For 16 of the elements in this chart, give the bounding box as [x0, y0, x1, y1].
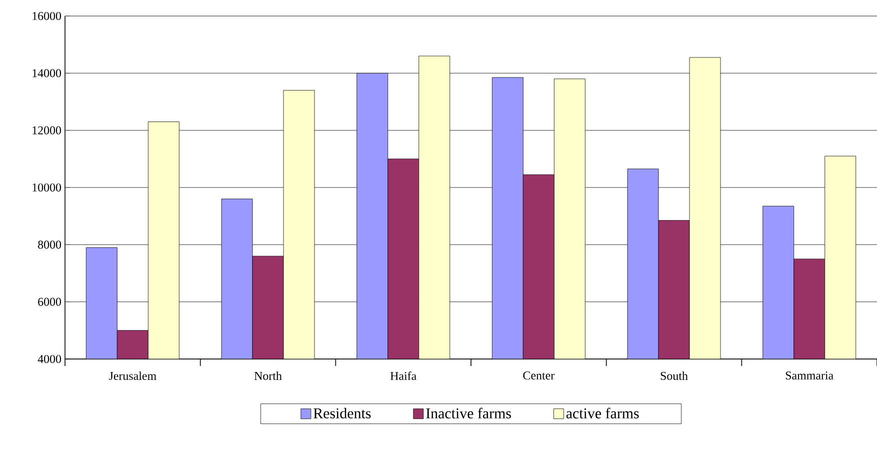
y-tick-label: 10000 — [32, 183, 62, 192]
x-tick-label: South — [660, 372, 688, 380]
x-tick-label: Haifa — [390, 372, 416, 380]
y-tick-label: 4000 — [38, 354, 62, 364]
y-tick-label: 14000 — [32, 69, 62, 78]
x-tick-label: Jerusalem — [109, 372, 156, 380]
legend-label: Inactive farms — [426, 408, 511, 418]
legend-label: active farms — [566, 408, 639, 418]
x-tick-label: Sammaria — [786, 372, 834, 380]
y-tick-label: 8000 — [38, 240, 62, 249]
y-tick-label: 16000 — [32, 12, 62, 20]
y-tick-label: 12000 — [32, 126, 62, 134]
y-tick-label: 6000 — [38, 298, 62, 306]
x-tick-label: Center — [523, 372, 555, 380]
legend-label: Residents — [314, 408, 371, 418]
x-tick-label: North — [254, 372, 282, 380]
